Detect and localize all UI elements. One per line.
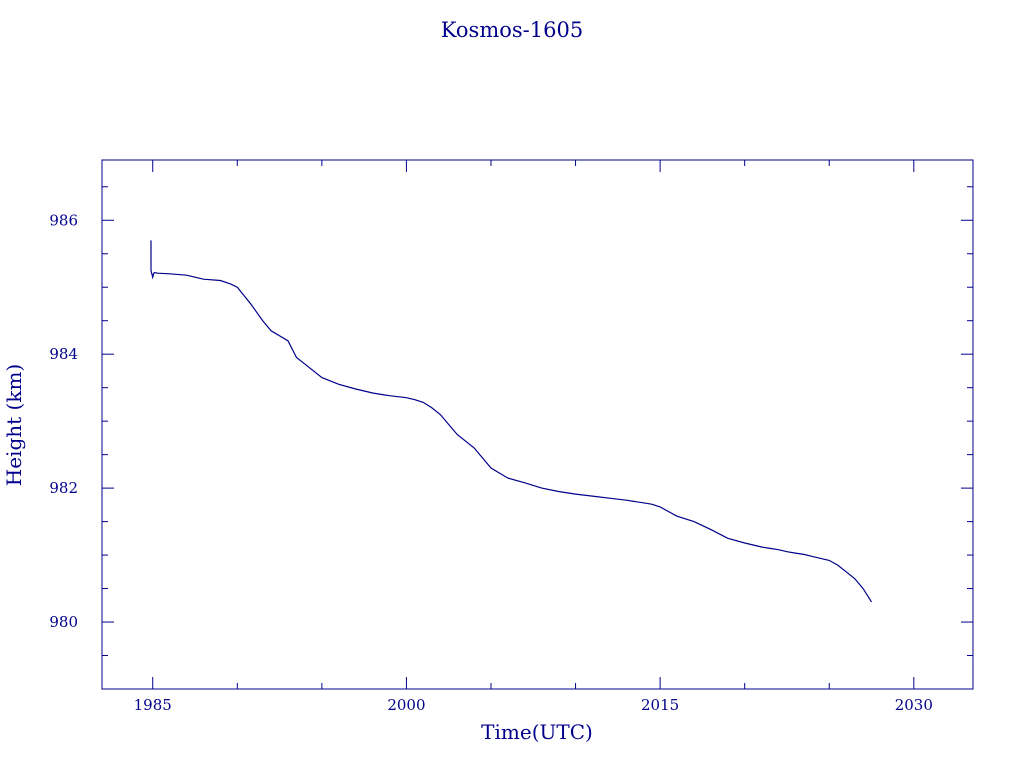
x-tick-label: 2015 [641,696,679,714]
y-tick-label: 980 [49,613,78,631]
y-tick-label: 982 [49,479,78,497]
plot-frame [101,159,974,690]
y-axis-label: Height (km) [2,364,26,486]
x-tick-label: 2000 [387,696,425,714]
series-line [150,240,873,603]
x-axis-label: Time(UTC) [481,720,593,744]
tick-labels: 1985 2000 2015 2030 980 982 984 986 [49,211,933,714]
tick-marks [102,160,973,690]
chart-title: Kosmos-1605 [441,18,583,42]
y-tick-label: 986 [49,211,78,229]
x-tick-label: 1985 [134,696,172,714]
y-tick-label: 984 [49,345,78,363]
x-tick-label: 2030 [895,696,933,714]
